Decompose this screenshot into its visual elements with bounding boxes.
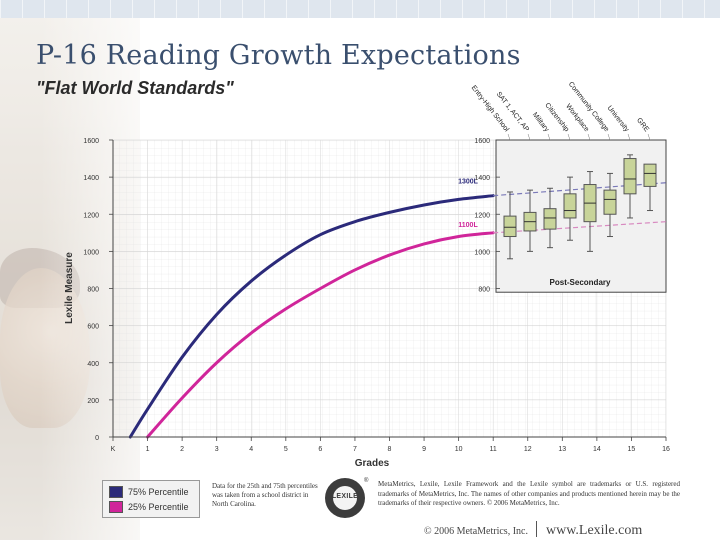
- box-leader: [607, 133, 611, 141]
- y-tick-label: 600: [87, 324, 99, 331]
- box-iqr: [503, 215, 517, 238]
- box-leader: [627, 133, 631, 141]
- box-leader: [647, 133, 651, 141]
- series-line-75: [128, 194, 495, 439]
- legend-item-75: 75% Percentile: [109, 486, 189, 498]
- x-tick-label: 12: [524, 446, 532, 453]
- box-iqr: [603, 189, 617, 215]
- x-tick-label: 5: [284, 446, 288, 453]
- x-tick-label: 2: [180, 446, 184, 453]
- trademark-notice: MetaMetrics, Lexile, Lexile Framework an…: [378, 480, 680, 507]
- x-tick-label: 6: [318, 446, 322, 453]
- chart-legend: 75% Percentile 25% Percentile: [102, 480, 200, 518]
- y-tick-label: 1000: [83, 249, 99, 256]
- x-tick-label: 3: [215, 446, 219, 453]
- annotation-1300L: 1300L: [458, 179, 479, 186]
- box-category-label: GRE: [635, 117, 650, 134]
- footer-url-link[interactable]: www.Lexile.com: [545, 523, 643, 538]
- box-leader: [567, 133, 571, 141]
- x-axis-title: Grades: [355, 458, 390, 469]
- y-tick-label: 0: [95, 435, 99, 442]
- box-iqr: [643, 163, 657, 187]
- footer-separator: [535, 521, 537, 537]
- annotation-1100L: 1100L: [458, 222, 478, 229]
- box-leader: [547, 133, 551, 141]
- panel-tick-label: 1600: [474, 138, 490, 145]
- y-tick-label: 400: [87, 361, 99, 368]
- top-bar: [0, 0, 720, 18]
- footer: © 2006 MetaMetrics, Inc. www.Lexile.com: [424, 518, 642, 539]
- x-tick-label: K: [111, 446, 116, 453]
- box-iqr: [563, 193, 577, 219]
- legend-item-25: 25% Percentile: [109, 501, 189, 513]
- panel-tick-label: 1400: [474, 175, 490, 182]
- page-subtitle: "Flat World Standards": [36, 78, 234, 98]
- legend-label-25: 25% Percentile: [128, 502, 189, 512]
- x-tick-label: 10: [455, 446, 463, 453]
- box-category-label: Entry-High School: [470, 84, 511, 133]
- series-extension-75: [493, 182, 667, 197]
- x-tick-label: 7: [353, 446, 357, 453]
- data-source-note: Data for the 25th and 75th percentiles w…: [212, 482, 318, 508]
- chart-labels: 1300L 1100L: [458, 179, 479, 229]
- x-tick-label: 13: [558, 446, 566, 453]
- x-tick-label: 9: [422, 446, 426, 453]
- y-tick-label: 1400: [83, 175, 99, 182]
- y-tick-label: 1600: [83, 138, 99, 145]
- box-iqr: [623, 158, 637, 195]
- lexile-logo-text: LEXILE: [331, 493, 359, 500]
- chart-series: [128, 182, 667, 439]
- panel-tick-label: 1200: [474, 212, 490, 219]
- panel-tick-label: 1000: [474, 249, 490, 256]
- series-extension-25: [493, 221, 667, 234]
- panel-tick-label: 800: [478, 287, 490, 294]
- post-secondary-box: [495, 139, 667, 293]
- x-tick-label: 14: [593, 446, 601, 453]
- box-leader: [587, 133, 591, 141]
- legend-swatch-75: [109, 486, 123, 498]
- lexile-logo-reg: ®: [364, 478, 369, 484]
- legend-label-75: 75% Percentile: [128, 487, 189, 497]
- legend-swatch-25: [109, 501, 123, 513]
- box-category-label: Military: [531, 111, 550, 133]
- box-iqr: [543, 208, 557, 230]
- y-axis-title: Lexile Measure: [64, 252, 75, 324]
- x-tick-label: 1: [146, 446, 150, 453]
- y-tick-label: 200: [87, 398, 99, 405]
- x-tick-label: 8: [388, 446, 392, 453]
- x-tick-label: 16: [662, 446, 670, 453]
- post-secondary-label: Post-Secondary: [550, 278, 611, 287]
- y-tick-label: 1200: [83, 212, 99, 219]
- x-tick-label: 4: [249, 446, 253, 453]
- lexile-logo: LEXILE: [325, 478, 365, 518]
- series-line-25: [146, 231, 495, 439]
- box-leader: [527, 133, 531, 141]
- y-tick-label: 800: [87, 287, 99, 294]
- box-leader: [507, 133, 511, 141]
- x-tick-label: 15: [628, 446, 636, 453]
- footer-copyright: © 2006 MetaMetrics, Inc.: [424, 526, 528, 537]
- page-title: P-16 Reading Growth Expectations: [36, 40, 521, 71]
- x-tick-label: 11: [490, 446, 497, 453]
